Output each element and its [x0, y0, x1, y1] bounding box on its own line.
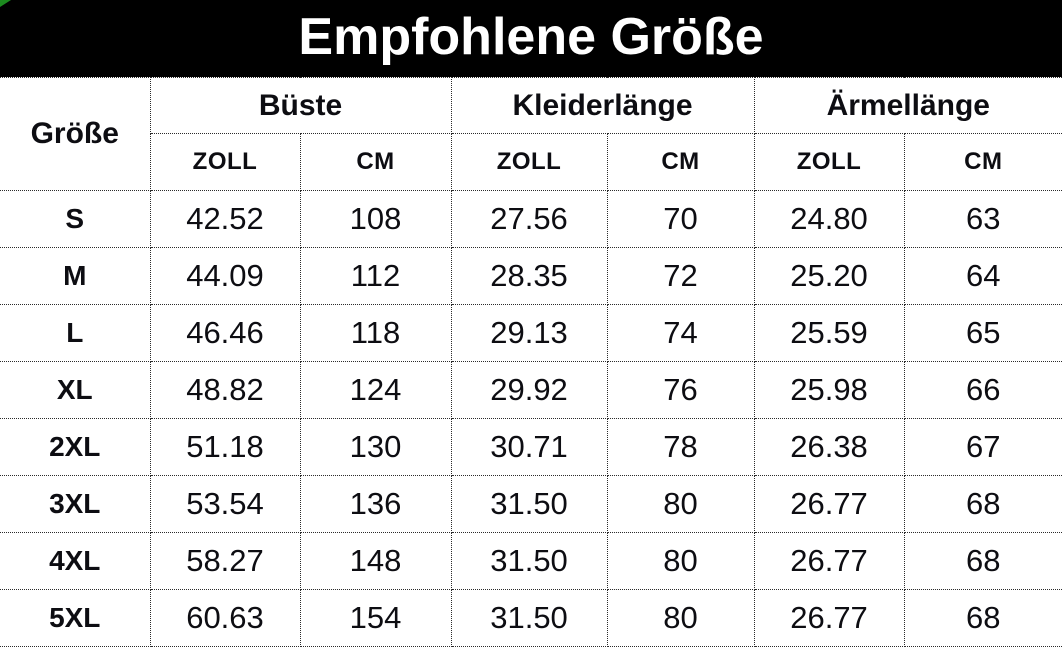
table-row-s: S 42.52 108 27.56 70 24.80 63: [0, 190, 1062, 248]
value-cell: 108: [299, 190, 452, 248]
value-cell: 80: [606, 532, 755, 590]
value-cell: 27.56: [450, 190, 608, 248]
value-cell: 154: [299, 589, 452, 647]
size-label: 2XL: [0, 418, 151, 476]
value-cell: 68: [903, 475, 1062, 533]
title-banner: Empfohlene Größe: [0, 0, 1062, 77]
value-cell: 25.98: [753, 361, 905, 419]
value-cell: 136: [299, 475, 452, 533]
value-cell: 26.38: [753, 418, 905, 476]
value-cell: 124: [299, 361, 452, 419]
value-cell: 78: [606, 418, 755, 476]
value-cell: 44.09: [149, 247, 301, 305]
value-cell: 26.77: [753, 589, 905, 647]
size-label: 4XL: [0, 532, 151, 590]
value-cell: 31.50: [450, 475, 608, 533]
value-cell: 67: [903, 418, 1062, 476]
value-cell: 80: [606, 589, 755, 647]
value-cell: 80: [606, 475, 755, 533]
value-cell: 70: [606, 190, 755, 248]
value-cell: 64: [903, 247, 1062, 305]
value-cell: 60.63: [149, 589, 301, 647]
table-row-m: M 44.09 112 28.35 72 25.20 64: [0, 247, 1062, 305]
value-cell: 68: [903, 532, 1062, 590]
unit-header-bust-cm: CM: [299, 133, 452, 191]
size-chart-table: Größe Büste Kleiderlänge Ärmellänge ZOLL…: [0, 77, 1062, 647]
value-cell: 48.82: [149, 361, 301, 419]
table-row-l: L 46.46 118 29.13 74 25.59 65: [0, 304, 1062, 362]
column-header-bust: Büste: [149, 77, 452, 134]
value-cell: 30.71: [450, 418, 608, 476]
size-label: XL: [0, 361, 151, 419]
column-header-sleeve-length: Ärmellänge: [753, 77, 1062, 134]
value-cell: 31.50: [450, 532, 608, 590]
value-cell: 58.27: [149, 532, 301, 590]
value-cell: 26.77: [753, 475, 905, 533]
group-header-row: Größe Büste Kleiderlänge Ärmellänge: [0, 77, 1062, 191]
page-title: Empfohlene Größe: [298, 7, 764, 66]
unit-header-dress-zoll: ZOLL: [450, 133, 608, 191]
value-cell: 66: [903, 361, 1062, 419]
table-row-2xl: 2XL 51.18 130 30.71 78 26.38 67: [0, 418, 1062, 476]
unit-header-sleeve-zoll: ZOLL: [753, 133, 905, 191]
value-cell: 25.59: [753, 304, 905, 362]
value-cell: 26.77: [753, 532, 905, 590]
value-cell: 51.18: [149, 418, 301, 476]
value-cell: 24.80: [753, 190, 905, 248]
value-cell: 118: [299, 304, 452, 362]
value-cell: 29.13: [450, 304, 608, 362]
column-header-size: Größe: [0, 77, 151, 191]
unit-header-bust-zoll: ZOLL: [150, 133, 301, 191]
value-cell: 25.20: [753, 247, 905, 305]
table-row-5xl: 5XL 60.63 154 31.50 80 26.77 68: [0, 589, 1062, 647]
size-label: L: [0, 304, 151, 362]
value-cell: 72: [606, 247, 755, 305]
table-row-xl: XL 48.82 124 29.92 76 25.98 66: [0, 361, 1062, 419]
size-label: 5XL: [0, 589, 151, 647]
value-cell: 68: [903, 589, 1062, 647]
value-cell: 65: [903, 304, 1062, 362]
corner-accent-triangle: [0, 0, 11, 7]
unit-header-row: ZOLL CM ZOLL CM ZOLL CM: [0, 133, 1062, 191]
size-label: S: [0, 190, 151, 248]
value-cell: 63: [903, 190, 1062, 248]
value-cell: 148: [299, 532, 452, 590]
table-row-4xl: 4XL 58.27 148 31.50 80 26.77 68: [0, 532, 1062, 590]
value-cell: 53.54: [149, 475, 301, 533]
value-cell: 112: [299, 247, 452, 305]
value-cell: 46.46: [149, 304, 301, 362]
size-label: M: [0, 247, 151, 305]
value-cell: 42.52: [149, 190, 301, 248]
column-header-dress-length: Kleiderlänge: [450, 77, 755, 134]
size-label: 3XL: [0, 475, 151, 533]
value-cell: 76: [606, 361, 755, 419]
value-cell: 28.35: [450, 247, 608, 305]
value-cell: 130: [299, 418, 452, 476]
value-cell: 31.50: [450, 589, 608, 647]
value-cell: 29.92: [450, 361, 608, 419]
table-row-3xl: 3XL 53.54 136 31.50 80 26.77 68: [0, 475, 1062, 533]
value-cell: 74: [606, 304, 755, 362]
unit-header-dress-cm: CM: [606, 133, 755, 191]
unit-header-sleeve-cm: CM: [903, 133, 1062, 191]
